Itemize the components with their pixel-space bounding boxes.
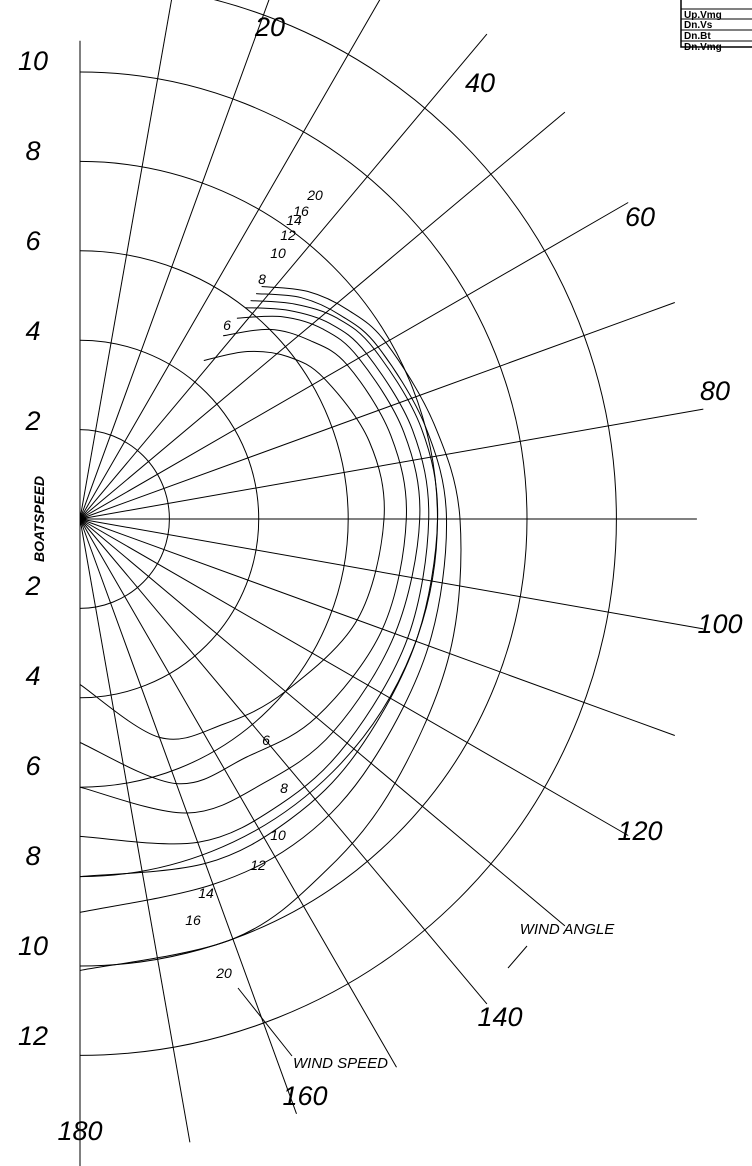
radial-line-100 — [79, 518, 704, 630]
speed-curve-6 — [79, 350, 385, 740]
speed-curve-16 — [79, 293, 448, 913]
curve-label-down-12: 12 — [250, 857, 266, 873]
legend-row-dn-vs: Dn.Vs — [684, 20, 713, 31]
curve-label-down-6: 6 — [262, 732, 270, 748]
radial-line-140 — [79, 518, 488, 1005]
speed-curve-14 — [79, 300, 439, 878]
radial-line-150 — [79, 518, 397, 1068]
speed-ring-10 — [79, 71, 528, 967]
speed-label-upper-8: 8 — [25, 136, 40, 166]
curve-label-up-20: 20 — [306, 187, 323, 203]
speed-ring-12 — [79, 0, 617, 1056]
speed-label-upper-4: 4 — [25, 316, 40, 346]
angle-label-180: 180 — [57, 1116, 102, 1146]
radial-line-130 — [79, 518, 566, 927]
angle-label-80: 80 — [700, 376, 730, 406]
curve-label-up-14: 14 — [286, 212, 302, 228]
legend-row-up-vmg: Up.Vmg — [684, 10, 722, 21]
speed-label-upper-2: 2 — [24, 406, 40, 436]
curve-label-down-14: 14 — [198, 885, 214, 901]
angle-label-20: 20 — [254, 12, 285, 42]
angle-label-120: 120 — [617, 816, 662, 846]
speed-curve-8 — [79, 328, 407, 785]
speed-label-lower-2: 2 — [24, 571, 40, 601]
speed-curve-20 — [79, 286, 462, 971]
angle-label-60: 60 — [625, 202, 655, 232]
angle-label-100: 100 — [697, 609, 742, 639]
speed-label-lower-4: 4 — [25, 661, 40, 691]
speed-curve-12 — [79, 307, 430, 845]
radial-line-80 — [79, 408, 704, 520]
angle-label-140: 140 — [477, 1002, 522, 1032]
angle-label-160: 160 — [282, 1081, 327, 1111]
legend-table-border — [680, 0, 752, 48]
speed-label-lower-12: 12 — [18, 1021, 48, 1051]
angle-label-40: 40 — [465, 68, 495, 98]
curve-label-down-8: 8 — [280, 780, 288, 796]
curve-label-up-16: 16 — [293, 203, 309, 219]
radial-line-170 — [79, 518, 191, 1143]
radial-line-70 — [79, 302, 675, 520]
curve-label-up-6: 6 — [223, 317, 231, 333]
speed-ring-4 — [79, 339, 260, 699]
speed-label-lower-6: 6 — [25, 751, 41, 781]
wind-angle-label: WIND ANGLE — [520, 921, 615, 938]
speed-ring-6 — [79, 250, 349, 788]
radial-line-30 — [79, 0, 381, 520]
speed-label-lower-8: 8 — [25, 841, 40, 871]
radial-line-50 — [79, 111, 566, 520]
wind-speed-leader — [237, 987, 293, 1057]
radial-line-160 — [79, 518, 297, 1114]
grid-group — [79, 0, 704, 1166]
radial-line-120 — [79, 518, 629, 836]
curve-label-down-10: 10 — [270, 827, 286, 843]
radial-line-10 — [79, 0, 173, 520]
ylabel-boatspeed: BOATSPEED — [31, 476, 47, 562]
legend-row-dn-vmg: Dn.Vmg — [684, 42, 722, 53]
curve-label-down-16: 16 — [185, 912, 201, 928]
legend-table — [680, 0, 752, 48]
radial-line-20 — [79, 0, 270, 520]
curve-label-up-8: 8 — [258, 271, 266, 287]
radial-line-110 — [79, 518, 675, 736]
wind-speed-label: WIND SPEED — [293, 1055, 388, 1072]
speed-ring-2 — [79, 429, 170, 609]
speed-curve-10 — [79, 315, 421, 814]
radial-line-60 — [79, 202, 629, 520]
speed-label-upper-10: 10 — [18, 46, 48, 76]
radial-line-40 — [79, 33, 488, 520]
wind-angle-leader — [507, 945, 528, 969]
speed-label-lower-10: 10 — [18, 931, 48, 961]
curve-label-up-12: 12 — [280, 227, 296, 243]
curve-label-up-10: 10 — [270, 245, 286, 261]
curve-label-down-20: 20 — [215, 965, 232, 981]
speed-label-upper-6: 6 — [25, 226, 41, 256]
curves-group — [79, 286, 462, 971]
legend-row-dn-bt: Dn.Bt — [684, 31, 711, 42]
